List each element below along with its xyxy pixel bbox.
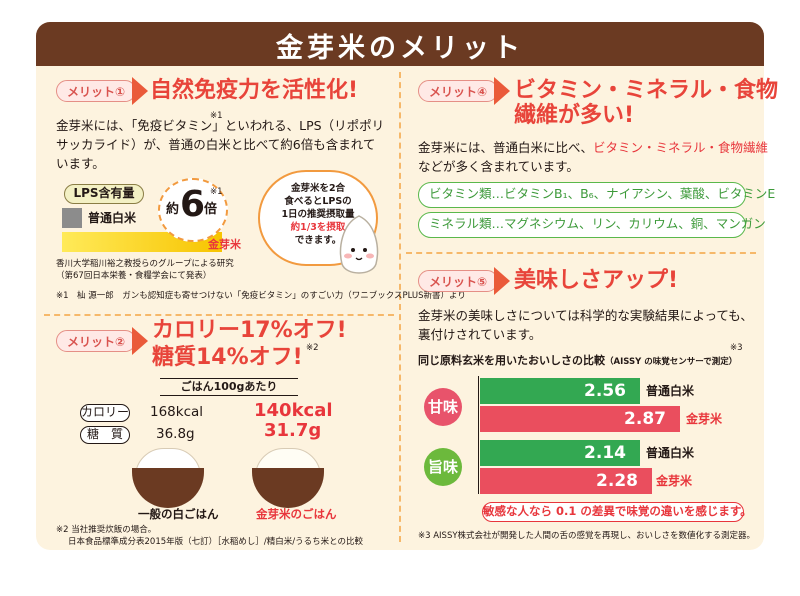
merit1-body: 金芽米には、「免疫ビタミン」といわれる、LPS（リポポリ サッカライド）が、普通… bbox=[56, 116, 386, 173]
merit4-title-line2: 繊維が多い! bbox=[514, 103, 635, 128]
callout-line3: 1日の推奨摂取量 bbox=[281, 209, 355, 220]
calorie-label: カロリー bbox=[80, 404, 130, 422]
umami-kinmemai-bar: 2.28 bbox=[480, 468, 652, 494]
sweet-kinmemai-label: 金芽米 bbox=[686, 412, 723, 426]
umami-plain-bar: 2.14 bbox=[480, 440, 640, 466]
callout-line1: 金芽米を2合 bbox=[290, 183, 346, 194]
merit5-body-line2: 裏付けされています。 bbox=[418, 327, 542, 342]
kinmemai-legend: 金芽米 bbox=[208, 238, 241, 251]
merit1-tag: メリット① bbox=[56, 80, 137, 102]
merit5-tag: メリット⑤ bbox=[418, 270, 499, 292]
rice-mascot-icon bbox=[339, 215, 379, 274]
umami-plain-label: 普通白米 bbox=[646, 446, 695, 460]
plain-bowl-caption: 一般の白ごはん bbox=[138, 507, 219, 521]
sweet-kinmemai-bar: 2.87 bbox=[480, 406, 680, 432]
merit5-body-line1: 金芽米の美味しさについては科学的な実験結果によっても、 bbox=[418, 308, 753, 323]
merit2-title-line2: 糖質14%オフ! bbox=[152, 345, 303, 370]
plain-carb-value: 36.8g bbox=[156, 426, 195, 442]
times-prefix: 約 bbox=[166, 202, 180, 217]
merit4-body: 金芽米には、普通白米に比べ、ビタミン・ミネラル・食物繊維 などが多く含まれていま… bbox=[418, 138, 768, 176]
column-divider bbox=[399, 72, 401, 542]
merit2-title-line1: カロリー17%オフ! bbox=[152, 318, 347, 343]
comparison-subtitle: （AISSY の味覚センサーで測定） bbox=[605, 357, 738, 367]
research-line2: （第67回日本栄養・食糧学会にて発表） bbox=[56, 271, 212, 281]
carb-label: 糖 質 bbox=[80, 426, 130, 444]
merit4-title-line1: ビタミン・ミネラル・食物 bbox=[514, 78, 779, 103]
callout-line2: 食べるとLPSの bbox=[284, 196, 352, 207]
plain-rice-legend: 普通白米 bbox=[88, 211, 137, 225]
merit1-body-line1: 金芽米には、「免疫ビタミン」といわれる、LPS（リポポリ bbox=[56, 118, 385, 133]
header-bar bbox=[36, 22, 764, 66]
kinmemai-carb-value: 31.7g bbox=[264, 420, 322, 441]
vitamin-list-box: ビタミン類…ビタミンB₁、B₆、ナイアシン、葉酸、ビタミンE bbox=[418, 182, 775, 208]
times-marker: ※1 bbox=[210, 187, 223, 197]
merit5-arrow-icon bbox=[494, 267, 510, 295]
research-line1: 香川大学稲川裕之教授らのグループによる研究 bbox=[56, 259, 234, 269]
kinmemai-bowl-icon bbox=[252, 468, 324, 508]
merit2-footnote-line1: ※2 当社推奨炊飯の場合。 bbox=[56, 525, 157, 535]
comparison-heading: 同じ原料玄米を用いたおいしさの比較（AISSY の味覚センサーで測定） bbox=[418, 352, 737, 368]
sweetness-badge: 甘味 bbox=[424, 388, 462, 426]
merit4-body-line2: などが多く含まれています。 bbox=[418, 159, 579, 174]
merit2-note-marker: ※2 bbox=[306, 343, 319, 353]
sweet-plain-bar: 2.56 bbox=[480, 378, 640, 404]
chart-axis-line bbox=[478, 376, 479, 494]
merit2-arrow-icon bbox=[132, 327, 148, 355]
lps-pill: LPS含有量 bbox=[64, 184, 144, 204]
merit4-arrow-icon bbox=[494, 77, 510, 105]
callout-line5: できます。 bbox=[294, 235, 342, 246]
merit4-tag: メリット④ bbox=[418, 80, 499, 102]
merit1-note-marker: ※1 bbox=[210, 111, 223, 121]
page-title: 金芽米のメリット bbox=[276, 33, 524, 64]
section-divider-right bbox=[406, 252, 756, 254]
plain-rice-bowl bbox=[130, 446, 206, 508]
merit4-body-line1: 金芽米には、普通白米に比べ、ビタミン・ミネラル・食物繊維 bbox=[418, 138, 768, 157]
merit2-footnote: ※2 当社推奨炊飯の場合。 日本食品標準成分表2015年版（七訂）［水稲めし］/… bbox=[56, 524, 396, 548]
merit5-title: 美味しさアップ! bbox=[514, 268, 679, 293]
plain-calorie-value: 168kcal bbox=[150, 404, 204, 420]
mineral-list-box: ミネラル類…マグネシウム、リン、カリウム、銅、マンガン bbox=[418, 212, 766, 238]
plain-bowl-icon bbox=[132, 468, 204, 508]
sweet-plain-label: 普通白米 bbox=[646, 384, 695, 398]
merit1-footnote: ※1 杣 源一郎 ガンも認知症も寄せつけない「免疫ビタミン」のすごい力（ワニブッ… bbox=[56, 291, 466, 301]
merit2-tag: メリット② bbox=[56, 330, 137, 352]
merit5-body: 金芽米の美味しさについては科学的な実験結果によっても、 裏付けされています。 bbox=[418, 306, 758, 344]
times-suffix: 倍 bbox=[204, 202, 218, 217]
callout-text: 金芽米を2合 食べるとLPSの 1日の推奨摂取量 約1/3を摂取 できます。 bbox=[264, 182, 372, 247]
merit1-body-line2: サッカライド）が、普通の白米と比べて約6倍も含まれて bbox=[56, 137, 376, 152]
per-100g-label: ごはん100gあたり bbox=[160, 378, 298, 396]
kinmemai-calorie-value: 140kcal bbox=[254, 400, 333, 421]
comparison-title: 同じ原料玄米を用いたおいしさの比較 bbox=[418, 354, 605, 367]
callout-line4: 約1/3を摂取 bbox=[290, 222, 346, 233]
times-value: 6 bbox=[180, 184, 206, 225]
merit4-body-highlight: ビタミン・ミネラル・食物繊維 bbox=[593, 140, 769, 155]
merit5-footnote: ※3 AISSY株式会社が開発した人間の舌の感覚を再現し、おいしさを数値化する測… bbox=[418, 531, 756, 541]
kinmemai-bowl-caption: 金芽米のごはん bbox=[256, 507, 337, 521]
times-six-badge bbox=[158, 178, 228, 242]
sensitivity-notice: 敏感な人なら 0.1 の差異で味覚の違いを感じます。 bbox=[482, 502, 752, 522]
research-note: 香川大学稲川裕之教授らのグループによる研究 （第67回日本栄養・食糧学会にて発表… bbox=[56, 258, 234, 282]
merit4-body-line1a: 金芽米には、普通白米に比べ、 bbox=[418, 140, 594, 155]
section-divider-left bbox=[44, 314, 394, 316]
umami-badge: 旨味 bbox=[424, 448, 462, 486]
merit2-footnote-line2: 日本食品標準成分表2015年版（七訂）［水稲めし］/精白米/うるち米との比較 bbox=[68, 537, 364, 547]
merit1-arrow-icon bbox=[132, 77, 148, 105]
merit1-body-line3: います。 bbox=[56, 156, 105, 171]
plain-rice-bar bbox=[62, 208, 82, 228]
kinmemai-rice-bowl bbox=[250, 446, 326, 508]
umami-kinmemai-label: 金芽米 bbox=[656, 474, 693, 488]
merit1-title: 自然免疫力を活性化! bbox=[150, 78, 359, 103]
comparison-marker: ※3 bbox=[730, 343, 743, 353]
